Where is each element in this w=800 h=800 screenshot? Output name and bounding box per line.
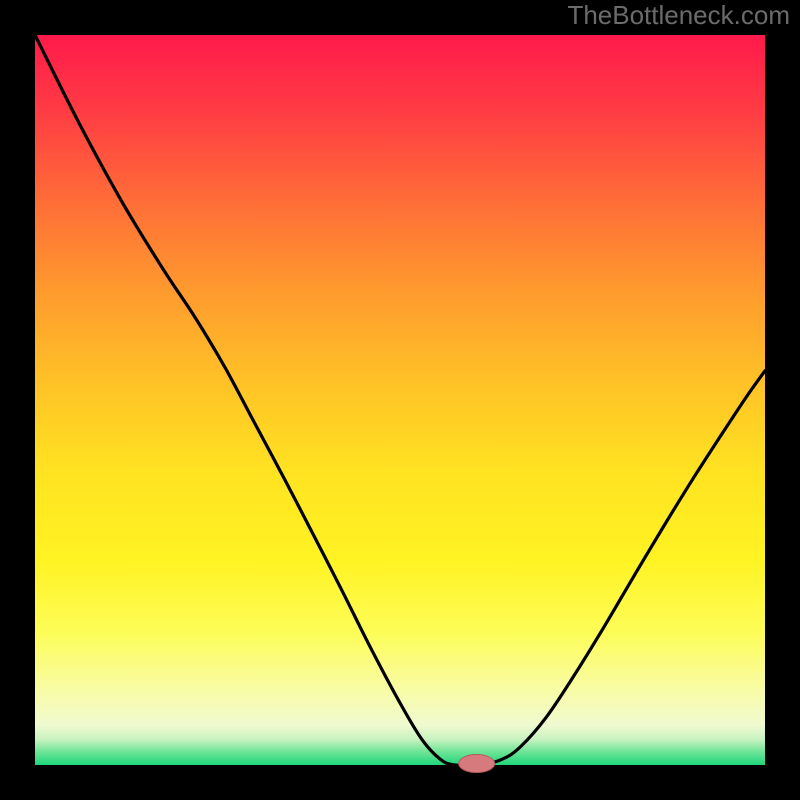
chart-svg: TheBottleneck.com <box>0 0 800 800</box>
watermark-text: TheBottleneck.com <box>567 0 790 30</box>
bottleneck-chart: TheBottleneck.com <box>0 0 800 800</box>
chart-background-gradient <box>35 35 765 765</box>
optimal-point-marker <box>459 755 495 773</box>
